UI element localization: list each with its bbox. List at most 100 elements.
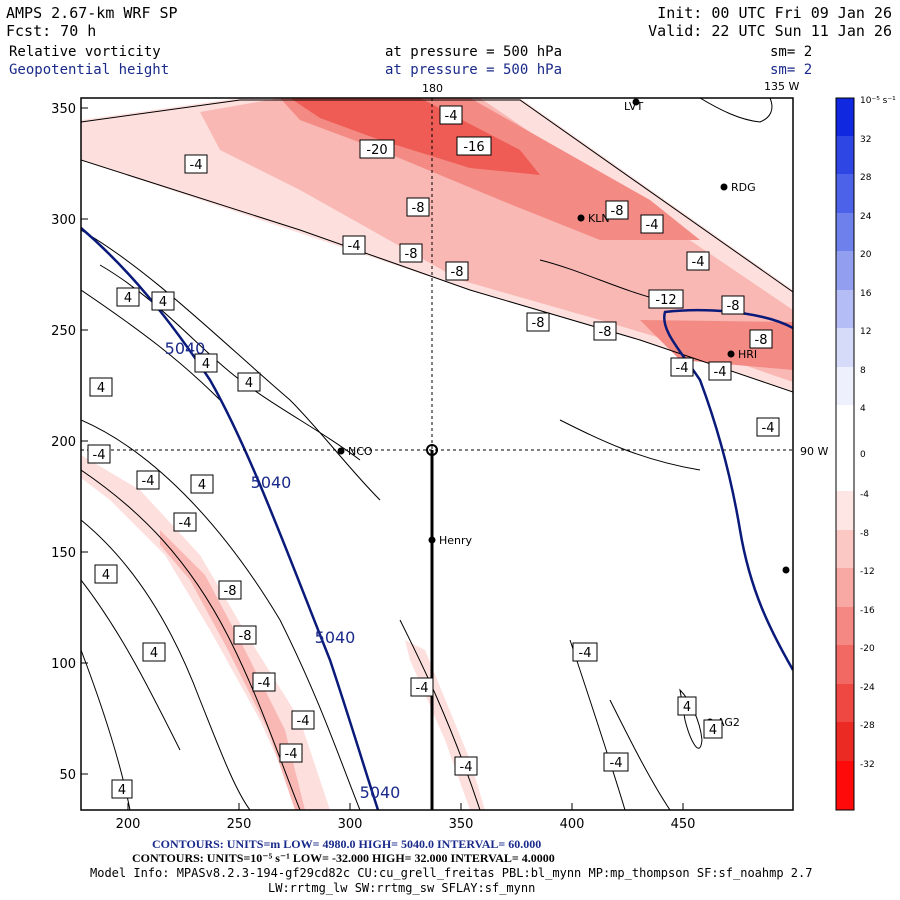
vort-label: -8 — [218, 580, 242, 600]
vort-label: 4 — [89, 377, 113, 397]
svg-text:-4: -4 — [714, 365, 727, 380]
svg-text:-8: -8 — [532, 316, 545, 331]
svg-text:KLN: KLN — [588, 212, 610, 225]
vort-label: -4 — [252, 672, 276, 692]
svg-text:4: 4 — [124, 291, 132, 306]
colorbar-tick: 28 — [860, 173, 872, 183]
svg-text:-4: -4 — [646, 218, 659, 233]
colorbar-tick: 20 — [860, 250, 872, 260]
meridian-label-135w: 135 W — [764, 80, 799, 93]
svg-text:-4: -4 — [190, 158, 203, 173]
svg-text:HRI: HRI — [738, 348, 757, 361]
vort-label: -4 — [439, 105, 463, 125]
valid-time: Valid: 22 UTC Sun 11 Jan 26 — [648, 22, 892, 40]
height-label-3: 5040 — [315, 628, 356, 647]
vort-label: -8 — [406, 197, 430, 217]
vort-label: -4 — [454, 756, 478, 776]
svg-text:-4: -4 — [297, 714, 310, 729]
vort-label: 4 — [190, 474, 214, 494]
vort-label: -8 — [593, 321, 617, 341]
south-pole-marker — [426, 444, 438, 456]
svg-text:-4: -4 — [179, 516, 192, 531]
vort-band-max — [290, 98, 540, 175]
y-tick-150: 150 — [51, 546, 76, 561]
svg-text:-8: -8 — [405, 247, 418, 262]
field2-name: Geopotential height — [9, 62, 170, 78]
colorbar-tick: -28 — [860, 721, 875, 731]
svg-text:-8: -8 — [755, 333, 768, 348]
station-lvt: LVT — [624, 98, 643, 113]
vort-label: -4 — [640, 214, 664, 234]
colorbar-tick: 12 — [860, 327, 871, 337]
svg-text:-16: -16 — [463, 140, 484, 155]
svg-text:-4: -4 — [285, 747, 298, 762]
svg-text:-8: -8 — [412, 201, 425, 216]
footer-model-info-2: LW:rrtmg_lw SW:rrtmg_sw SFLAY:sf_mynn — [268, 881, 536, 895]
colorbar-tick: -4 — [860, 490, 869, 500]
colorbar-tick: -20 — [860, 644, 875, 654]
svg-text:-4: -4 — [460, 760, 473, 775]
vort-band-center — [405, 640, 485, 810]
field1-level: at pressure = 500 hPa — [385, 44, 563, 60]
vort-label: 4 — [116, 287, 140, 307]
vort-label: -8 — [233, 625, 257, 645]
vort-label: 4 — [194, 353, 218, 373]
colorbar-tick: 8 — [860, 366, 866, 376]
station-henry: Henry — [428, 534, 473, 547]
footer-height-contours: CONTOURS: UNITS=m LOW= 4980.0 HIGH= 5040… — [152, 837, 542, 851]
svg-text:-4: -4 — [762, 421, 775, 436]
svg-text:RDG: RDG — [731, 181, 756, 194]
svg-text:4: 4 — [198, 478, 206, 493]
footer-vorticity-contours: CONTOURS: UNITS=10⁻⁵ s⁻¹ LOW= -32.000 HI… — [132, 851, 555, 865]
vort-label: -8 — [445, 261, 469, 281]
svg-text:-8: -8 — [727, 299, 740, 314]
x-tick-400: 400 — [560, 817, 585, 832]
svg-text:-4: -4 — [579, 646, 592, 661]
colorbar: 10⁻⁵ s⁻¹ — [835, 96, 896, 811]
field2-smooth: sm= 2 — [770, 62, 813, 78]
svg-text:4: 4 — [245, 376, 253, 391]
svg-text:LVT: LVT — [624, 100, 643, 113]
svg-text:4: 4 — [202, 357, 210, 372]
vort-label: -4 — [572, 642, 598, 662]
svg-text:-4: -4 — [258, 676, 271, 691]
vort-label: 4 — [94, 564, 118, 584]
y-tick-300: 300 — [51, 213, 76, 228]
height-label-2: 5040 — [251, 473, 292, 492]
height-label-1: 5040 — [165, 339, 206, 358]
svg-text:-8: -8 — [224, 584, 237, 599]
y-tick-250: 250 — [51, 324, 76, 339]
meridian-label-90w: 90 W — [800, 445, 828, 458]
vort-label: 4 — [151, 291, 175, 311]
vort-label: 4 — [237, 372, 261, 392]
svg-text:-4: -4 — [93, 448, 106, 463]
vort-label: 4 — [677, 696, 697, 716]
vort-label: -4 — [279, 743, 303, 763]
y-tick-50: 50 — [59, 768, 76, 783]
footer-model-info: Model Info: MPASv8.2.3-194-gf29cd82c CU:… — [90, 866, 813, 880]
height-contour-east — [662, 309, 793, 671]
colorbar-tick: -12 — [860, 567, 875, 577]
station-nco: NCO — [337, 445, 373, 458]
vort-label: -4 — [686, 251, 710, 271]
vort-label: -16 — [456, 136, 492, 156]
vort-label: -4 — [136, 470, 160, 490]
colorbar-tick: -32 — [860, 760, 875, 770]
vort-label: -8 — [749, 329, 773, 349]
vort-label: -12 — [648, 289, 684, 309]
vort-label: -4 — [342, 235, 366, 255]
plot-frame — [80, 97, 794, 811]
x-tick-300: 300 — [338, 817, 363, 832]
vort-label: -4 — [173, 512, 197, 532]
vort-band-mid — [200, 98, 793, 382]
colorbar-tick: 0 — [860, 450, 866, 460]
field2-level: at pressure = 500 hPa — [385, 62, 563, 78]
vort-label: 4 — [111, 779, 133, 799]
svg-text:-4: -4 — [610, 756, 623, 771]
forecast-hour: Fcst: 70 h — [6, 22, 97, 40]
colorbar-unit: 10⁻⁵ s⁻¹ — [860, 96, 896, 106]
init-time: Init: 00 UTC Fri 09 Jan 26 — [657, 4, 892, 22]
svg-text:-8: -8 — [451, 265, 464, 280]
vort-label: -4 — [603, 752, 629, 772]
svg-text:-12: -12 — [655, 293, 676, 308]
